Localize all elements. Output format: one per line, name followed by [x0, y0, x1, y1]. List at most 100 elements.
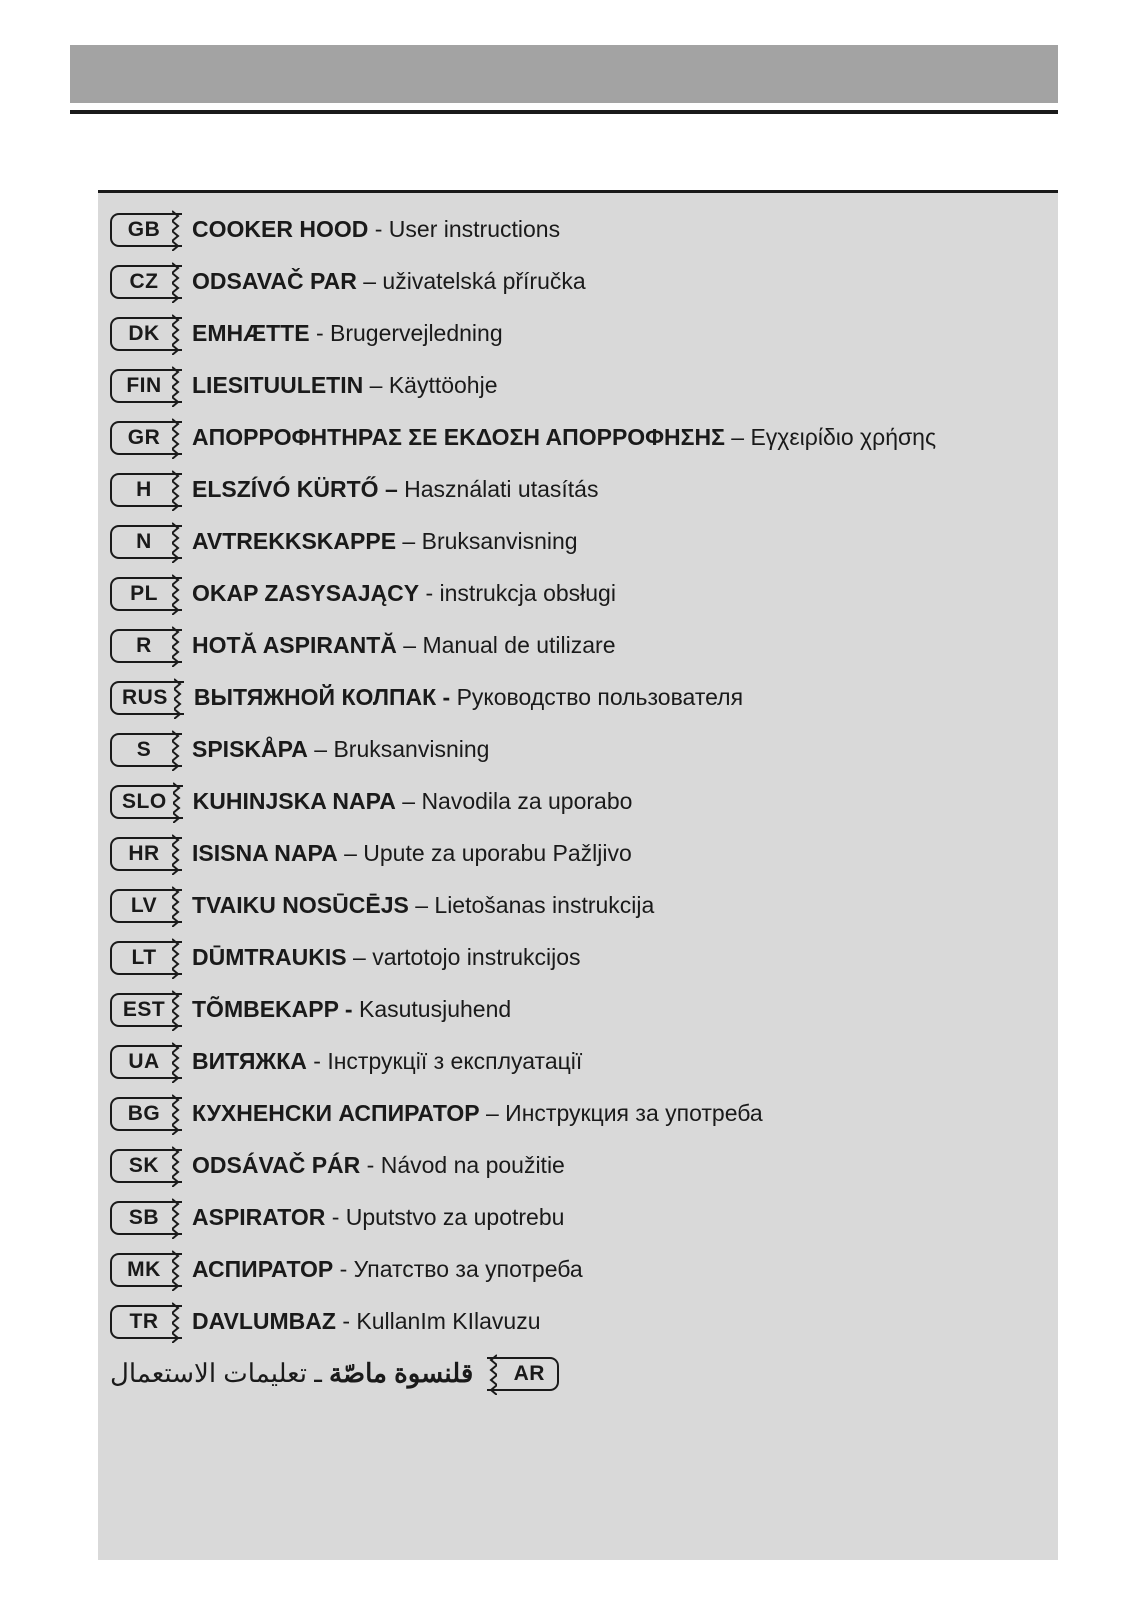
lang-title: HOTĂ ASPIRANTĂ — [192, 632, 397, 658]
lang-row: SBASPIRATOR - Uputstvo za upotrebu — [110, 1195, 1038, 1241]
lang-text: EMHÆTTE - Brugervejledning — [192, 320, 503, 348]
header-rule — [70, 110, 1058, 114]
lang-code-tag: AR — [497, 1357, 559, 1391]
perforation-icon — [172, 837, 182, 871]
lang-description: Bruksanvisning — [333, 736, 489, 762]
lang-separator: – — [347, 944, 373, 970]
lang-description: تعليمات الاستعمال — [110, 1358, 307, 1388]
lang-separator: – — [396, 788, 422, 814]
lang-description: Uputstvo za upotrebu — [346, 1204, 565, 1230]
lang-description: Lietošanas instrukcija — [434, 892, 654, 918]
lang-title: SPISKÅPA — [192, 736, 308, 762]
lang-row: SLO KUHINJSKA NAPA – Navodila za uporabo — [110, 779, 1038, 825]
lang-description: Brugervejledning — [330, 320, 503, 346]
lang-title: ODSAVAČ PAR — [192, 268, 357, 294]
lang-code-tag: R — [110, 629, 172, 663]
lang-separator: – — [308, 736, 334, 762]
lang-row: TR DAVLUMBAZ - KullanIm KIlavuzu — [110, 1299, 1038, 1345]
content-area: GBCOOKER HOOD - User instructionsCZODSAV… — [98, 193, 1058, 1560]
perforation-icon — [172, 1305, 182, 1339]
lang-title: LIESITUULETIN — [192, 372, 363, 398]
lang-title: ASPIRATOR — [192, 1204, 325, 1230]
lang-text: ODSÁVAČ PÁR - Návod na použitie — [192, 1152, 565, 1180]
lang-text: HOTĂ ASPIRANTĂ – Manual de utilizare — [192, 632, 616, 660]
lang-text: COOKER HOOD - User instructions — [192, 216, 560, 244]
lang-row: NAVTREKKSKAPPE – Bruksanvisning — [110, 519, 1038, 565]
lang-text: ΑΠΟΡΡΟΦΗΤΗΡΑΣ ΣΕ ΕΚΔΟΣΗ ΑΠΟΡΡΟΦΗΣΗΣ – Εγ… — [192, 424, 936, 452]
lang-code-tag: LT — [110, 941, 172, 975]
lang-title: قلنسوة ماصّة — [329, 1358, 473, 1388]
lang-code-tag: TR — [110, 1305, 172, 1339]
lang-title: ВЫТЯЖНОЙ КОЛПАК - — [194, 684, 450, 710]
lang-title: КУХНЕНСКИ АСПИРАТОР — [192, 1100, 480, 1126]
lang-text: ВИТЯЖКА - Інструкції з експлуатації — [192, 1048, 582, 1076]
lang-description: Упатство за употреба — [354, 1256, 583, 1282]
lang-separator: - — [368, 216, 388, 242]
perforation-icon — [172, 993, 182, 1027]
lang-separator: – — [338, 840, 364, 866]
perforation-icon — [172, 525, 182, 559]
perforation-icon — [174, 681, 184, 715]
lang-title: ELSZÍVÓ KÜRTŐ – — [192, 476, 398, 502]
lang-row: HR ISISNA NAPA – Upute za uporabu Pažljiv… — [110, 831, 1038, 877]
lang-title: AVTREKKSKAPPE — [192, 528, 396, 554]
lang-description: Руководство пользователя — [457, 684, 743, 710]
perforation-icon — [172, 317, 182, 351]
lang-description: Bruksanvisning — [422, 528, 578, 554]
lang-code-tag: FIN — [110, 369, 172, 403]
lang-title: EMHÆTTE — [192, 320, 310, 346]
lang-text: DAVLUMBAZ - KullanIm KIlavuzu — [192, 1308, 541, 1336]
lang-separator: - — [307, 1048, 327, 1074]
lang-separator: – — [409, 892, 435, 918]
lang-title: ISISNA NAPA — [192, 840, 338, 866]
lang-description: Návod na použitie — [381, 1152, 565, 1178]
language-list: GBCOOKER HOOD - User instructionsCZODSAV… — [110, 207, 1038, 1397]
lang-code-tag: SK — [110, 1149, 172, 1183]
lang-description: vartotojo instrukcijos — [372, 944, 580, 970]
lang-code-tag: GR — [110, 421, 172, 455]
lang-row: UAВИТЯЖКА - Інструкції з експлуатації — [110, 1039, 1038, 1085]
lang-title: COOKER HOOD — [192, 216, 368, 242]
perforation-icon — [172, 1045, 182, 1079]
lang-title: OKAP ZASYSAJĄCY — [192, 580, 419, 606]
lang-code-tag: PL — [110, 577, 172, 611]
lang-row: HELSZÍVÓ KÜRTŐ – Használati utasítás — [110, 467, 1038, 513]
lang-row: PL OKAP ZASYSAJĄCY - instrukcja obsługi — [110, 571, 1038, 617]
lang-code-tag: SLO — [110, 785, 173, 819]
lang-text: OKAP ZASYSAJĄCY - instrukcja obsługi — [192, 580, 616, 608]
lang-text: DŪMTRAUKIS – vartotojo instrukcijos — [192, 944, 581, 972]
lang-text: ODSAVAČ PAR – uživatelská příručka — [192, 268, 586, 296]
lang-title: TVAIKU NOSŪCĒJS — [192, 892, 409, 918]
perforation-icon — [172, 889, 182, 923]
lang-separator: ـ — [307, 1358, 329, 1388]
perforation-icon — [172, 1253, 182, 1287]
lang-row: MKАСПИРАТОР - Упатство за употреба — [110, 1247, 1038, 1293]
lang-row: RUS ВЫТЯЖНОЙ КОЛПАК - Руководство пользов… — [110, 675, 1038, 721]
lang-row: S SPISKÅPA – Bruksanvisning — [110, 727, 1038, 773]
lang-description: instrukcja obsługi — [440, 580, 616, 606]
lang-code-tag: SB — [110, 1201, 172, 1235]
header-band — [70, 45, 1058, 103]
lang-separator: - — [310, 320, 330, 346]
lang-code-tag: HR — [110, 837, 172, 871]
lang-separator: - — [360, 1152, 380, 1178]
lang-description: Manual de utilizare — [422, 632, 615, 658]
lang-code-tag: RUS — [110, 681, 174, 715]
perforation-icon — [172, 213, 182, 247]
lang-description: Инструкция за употреба — [505, 1100, 763, 1126]
lang-row: SK ODSÁVAČ PÁR - Návod na použitie — [110, 1143, 1038, 1189]
lang-description: KullanIm KIlavuzu — [356, 1308, 540, 1334]
lang-text: КУХНЕНСКИ АСПИРАТОР – Инструкция за упот… — [192, 1100, 763, 1128]
lang-description: Kasutusjuhend — [359, 996, 511, 1022]
lang-description: Upute za uporabu Pažljivo — [363, 840, 632, 866]
lang-title: ΑΠΟΡΡΟΦΗΤΗΡΑΣ ΣΕ ΕΚΔΟΣΗ ΑΠΟΡΡΟΦΗΣΗΣ — [192, 424, 725, 450]
lang-row: ESTTÕMBEKAPP - Kasutusjuhend — [110, 987, 1038, 1033]
lang-separator: – — [397, 632, 423, 658]
lang-code-tag: BG — [110, 1097, 172, 1131]
perforation-icon — [172, 1097, 182, 1131]
lang-separator: - — [336, 1308, 356, 1334]
perforation-icon — [172, 941, 182, 975]
lang-text: KUHINJSKA NAPA – Navodila za uporabo — [193, 788, 633, 816]
lang-code-tag: S — [110, 733, 172, 767]
lang-description: Εγχειρίδιο χρήσης — [750, 424, 936, 450]
